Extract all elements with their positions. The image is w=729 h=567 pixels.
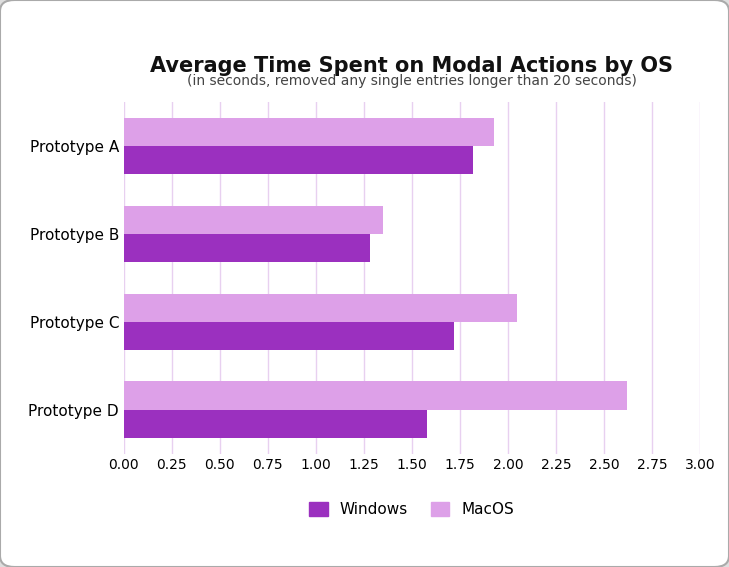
Bar [124, 382, 627, 409]
Legend: Windows, MacOS: Windows, MacOS [303, 496, 521, 523]
Bar [124, 294, 518, 321]
Bar [124, 234, 370, 262]
Bar [124, 409, 427, 438]
Title: Average Time Spent on Modal Actions by OS: Average Time Spent on Modal Actions by O… [150, 56, 674, 75]
Bar [124, 146, 473, 174]
Bar [124, 321, 454, 350]
Text: (in seconds, removed any single entries longer than 20 seconds): (in seconds, removed any single entries … [187, 74, 637, 88]
Bar [124, 206, 383, 234]
Bar [124, 118, 494, 146]
